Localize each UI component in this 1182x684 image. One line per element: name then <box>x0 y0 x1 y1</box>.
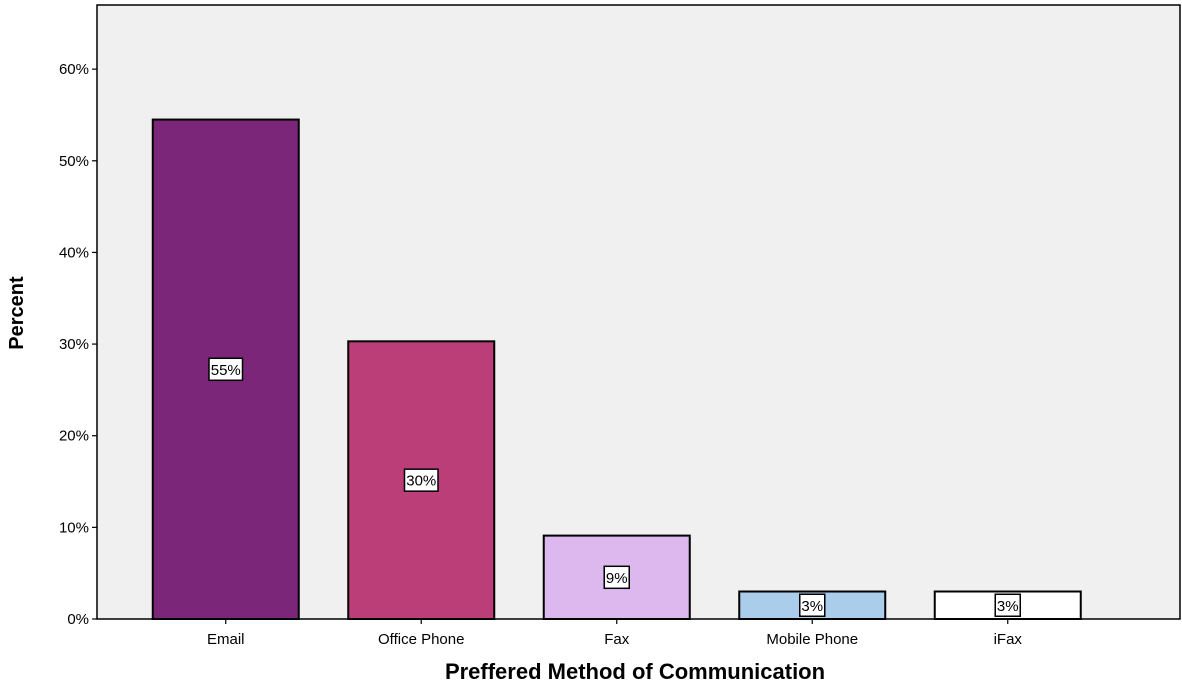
data-label-text: 9% <box>606 570 628 587</box>
data-label-box <box>208 357 244 382</box>
data-label-text: 30% <box>406 473 436 490</box>
y-tick-label: 0% <box>67 611 89 628</box>
y-axis: 0% 10% 20% 30% 40% 50% 60% <box>59 61 97 628</box>
data-label: 55% <box>208 357 244 382</box>
bars: 55% 30% 9% 3% 3% <box>151 118 1082 620</box>
data-label-text: 55% <box>211 362 241 379</box>
data-label: 3% <box>799 593 826 618</box>
data-label-box <box>799 593 826 618</box>
x-tick-label: iFax <box>994 631 1023 648</box>
data-label-text: 3% <box>997 598 1019 615</box>
y-tick-label: 60% <box>59 61 89 78</box>
data-label-box <box>403 468 439 492</box>
data-label: 30% <box>403 468 439 492</box>
y-tick-label: 30% <box>59 336 89 353</box>
data-label-box <box>994 593 1021 618</box>
x-tick-label: Email <box>207 631 245 648</box>
x-axis-title: Preffered Method of Communication <box>445 659 825 684</box>
data-label-text: 3% <box>801 598 823 615</box>
y-tick-label: 20% <box>59 428 89 445</box>
x-tick-label: Mobile Phone <box>766 631 858 648</box>
x-axis: Email Office Phone Fax Mobile Phone iFax <box>207 619 1022 648</box>
data-label: 9% <box>603 565 630 590</box>
x-tick-label: Office Phone <box>378 631 464 648</box>
y-axis-title: Percent <box>6 276 28 350</box>
x-tick-label: Fax <box>604 631 630 648</box>
data-label: 3% <box>994 593 1021 618</box>
y-tick-label: 40% <box>59 244 89 261</box>
data-label-box <box>603 565 630 590</box>
y-tick-label: 10% <box>59 519 89 536</box>
y-tick-label: 50% <box>59 153 89 170</box>
